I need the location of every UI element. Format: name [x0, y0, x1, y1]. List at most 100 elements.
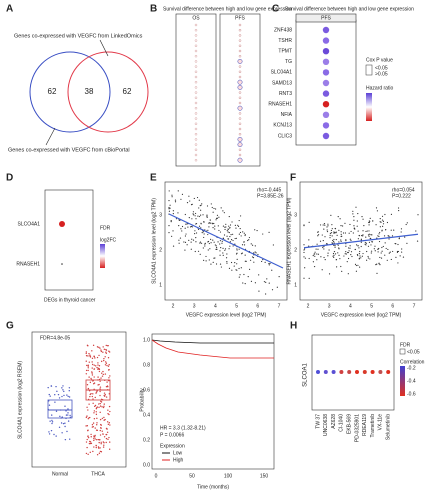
- gene-label: RNASEH1: [268, 102, 292, 108]
- point: [93, 376, 95, 378]
- scatter-point: [262, 233, 264, 235]
- point: [53, 433, 55, 436]
- scatter-point: [406, 222, 408, 224]
- scatter-point: [188, 216, 190, 219]
- scatter-point: [308, 221, 310, 223]
- point: [66, 394, 68, 396]
- point: [85, 360, 87, 362]
- dot: [237, 58, 243, 64]
- dot: [322, 101, 330, 108]
- scatter-point: [308, 277, 310, 279]
- point: [91, 372, 93, 374]
- point: [102, 406, 105, 409]
- scatter-point: [212, 261, 214, 263]
- scatter-point: [350, 239, 352, 242]
- legend-title: Correlation: [400, 359, 425, 365]
- scatter-point: [333, 242, 335, 244]
- scatter-point: [219, 231, 222, 233]
- point: [97, 362, 99, 364]
- gene-label: TPMT: [278, 49, 292, 55]
- point: [103, 416, 105, 419]
- scatter-point: [362, 234, 364, 236]
- drug-label: VX-11e: [378, 414, 384, 431]
- point: [99, 429, 101, 432]
- scatter-point: [378, 247, 380, 250]
- scatter-point: [221, 242, 223, 244]
- scatter-point: [389, 251, 391, 253]
- dot: [194, 49, 198, 53]
- scatter-point: [271, 269, 273, 271]
- scatter-point: [262, 259, 264, 261]
- scatter-point: [222, 254, 224, 256]
- dot: [238, 49, 242, 53]
- scatter-point: [169, 204, 171, 206]
- scatter-point: [217, 225, 219, 227]
- scatter-point: [353, 227, 355, 229]
- point: [48, 433, 51, 435]
- scatter-point: [171, 235, 173, 237]
- scatter-point: [212, 211, 214, 213]
- point: [104, 364, 107, 366]
- scatter-point: [319, 224, 322, 226]
- point: [61, 387, 63, 389]
- dot: [194, 34, 198, 37]
- dot: [238, 65, 242, 68]
- scatter-point: [316, 243, 318, 245]
- scatter-point: [209, 222, 211, 224]
- point: [95, 365, 97, 367]
- scatter-point: [245, 260, 247, 262]
- point: [67, 414, 69, 416]
- dot: [238, 127, 242, 131]
- scatter-point: [234, 237, 236, 240]
- dot: [339, 370, 344, 374]
- scatter-point: [367, 255, 369, 258]
- point: [96, 346, 99, 348]
- point: [94, 436, 96, 438]
- point: [107, 356, 110, 359]
- point: [108, 405, 111, 408]
- scatter-point: [354, 263, 357, 265]
- scatter-point: [382, 220, 385, 222]
- point: [91, 395, 94, 398]
- point: [100, 423, 102, 426]
- scatter-point: [369, 220, 371, 222]
- point: [89, 416, 91, 419]
- point: [54, 394, 56, 396]
- scatter-point: [322, 246, 324, 249]
- scatter-point: [366, 230, 368, 232]
- dot: [194, 55, 198, 58]
- drug-label: RDEA119: [362, 414, 368, 436]
- scatter-point: [243, 244, 246, 246]
- legend-title: Expression: [160, 443, 185, 449]
- drug-label: PD-0325901: [354, 414, 360, 442]
- scatter-point: [320, 256, 322, 258]
- point: [68, 387, 71, 389]
- scatter-point: [390, 258, 392, 261]
- scatter-point: [359, 255, 361, 257]
- scatter-point: [243, 241, 245, 243]
- gene-label: KCNJ13: [273, 123, 292, 129]
- scatter-point: [303, 277, 305, 279]
- scatter-point: [213, 241, 215, 243]
- point: [67, 420, 70, 422]
- stat-label: FDR=4.8e-05: [40, 335, 70, 341]
- gene-label: TSHR: [278, 38, 292, 44]
- point: [48, 393, 50, 396]
- point: [85, 351, 88, 353]
- point: [85, 369, 88, 372]
- scatter-point: [324, 259, 326, 261]
- point: [103, 403, 105, 405]
- scatter-point: [250, 243, 252, 245]
- panel-label: G: [6, 321, 14, 332]
- point: [85, 352, 87, 355]
- scatter-point: [203, 221, 205, 223]
- scatter-point: [385, 247, 387, 250]
- point: [101, 417, 104, 420]
- scatter-point: [171, 196, 173, 198]
- scatter-point: [355, 244, 358, 246]
- scatter-point: [206, 215, 208, 217]
- scatter-point: [195, 237, 197, 239]
- dot: [194, 44, 198, 47]
- scatter-point: [233, 265, 235, 267]
- scatter-point: [379, 231, 381, 234]
